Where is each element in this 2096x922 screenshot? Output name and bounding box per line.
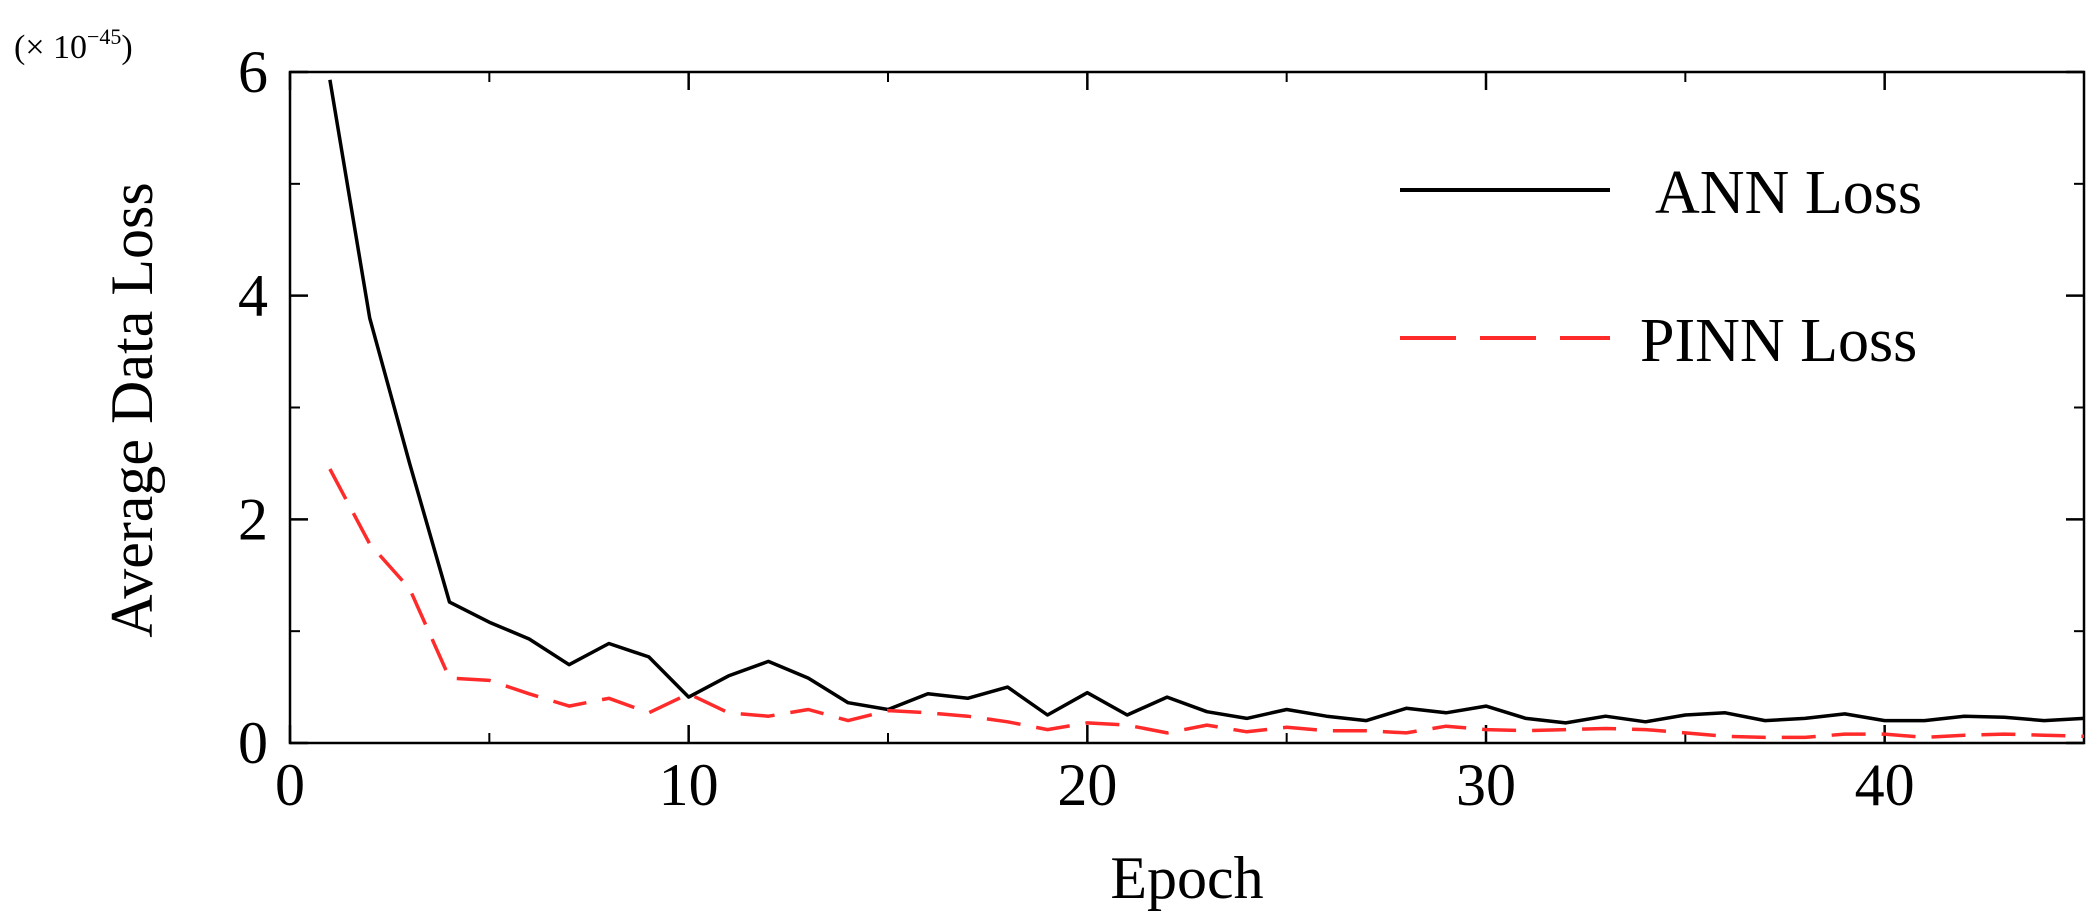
y-multiplier-label: (× 10−45) <box>14 24 133 66</box>
x-tick-label: 40 <box>1855 752 1915 818</box>
y-axis-label: Average Data Loss <box>99 182 165 637</box>
x-tick-label: 0 <box>275 752 305 818</box>
y-tick-label: 4 <box>238 263 268 329</box>
y-tick-label: 0 <box>238 710 268 776</box>
legend-label-ann: ANN Loss <box>1655 159 1922 227</box>
x-tick-label: 10 <box>659 752 719 818</box>
legend: ANN Loss PINN Loss <box>1400 159 1922 375</box>
series-line-pinn <box>328 468 2085 740</box>
legend-label-pinn: PINN Loss <box>1640 307 1917 375</box>
x-axis-ticks: 0 10 20 30 40 <box>275 72 1915 818</box>
series-line-ann <box>328 79 2085 725</box>
x-tick-label: 30 <box>1456 752 1516 818</box>
x-tick-label: 20 <box>1057 752 1117 818</box>
y-tick-label: 6 <box>238 39 268 105</box>
y-axis-ticks: 0 2 4 6 <box>238 39 2084 776</box>
y-tick-label: 2 <box>238 486 268 552</box>
x-axis-label: Epoch <box>1110 845 1263 911</box>
series-layer <box>328 79 2085 740</box>
y-multiplier-exponent: −45 <box>87 24 121 49</box>
